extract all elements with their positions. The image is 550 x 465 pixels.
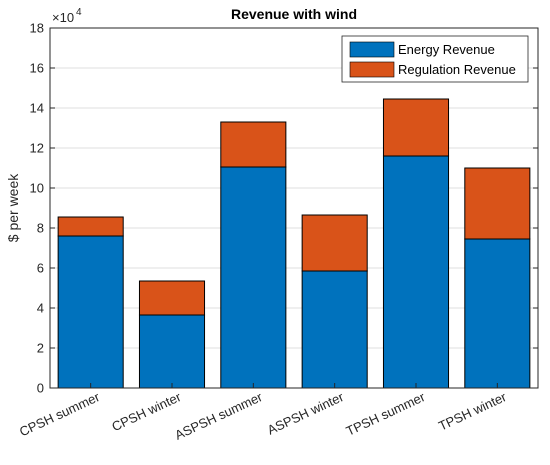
- bar-energy: [57, 235, 124, 389]
- plot-background: [50, 28, 538, 388]
- bar-regulation: [301, 214, 368, 272]
- bar-regulation: [464, 167, 531, 240]
- y-axis-exponent: ×10 4: [52, 7, 82, 25]
- bar-regulation: [57, 216, 124, 237]
- bar-energy: [220, 166, 287, 389]
- grid-lines: [50, 67, 538, 349]
- x-tick-label: TPSH summer: [344, 389, 428, 439]
- y-tick-label: 16: [30, 61, 44, 76]
- x-tick-label: ASPSH winter: [265, 389, 347, 438]
- exponent-base: ×10: [52, 10, 74, 25]
- y-tick-label: 8: [37, 221, 44, 236]
- exponent-power: 4: [76, 7, 82, 18]
- bar-regulation: [382, 98, 450, 157]
- x-tick-label: CPSH winter: [109, 389, 183, 434]
- y-tick-label: 10: [30, 181, 44, 196]
- y-tick-label: 0: [37, 381, 44, 396]
- plot-frame: [49, 27, 539, 389]
- x-tick-label: ASPSH summer: [172, 389, 265, 443]
- bar-energy: [382, 155, 450, 389]
- legend-label-energy: Energy Revenue: [398, 42, 495, 57]
- y-tick-label: 14: [30, 101, 44, 116]
- legend-swatch-regulation: [349, 61, 395, 78]
- legend-label-regulation: Regulation Revenue: [398, 62, 516, 77]
- bar-energy: [301, 270, 368, 389]
- chart-title: Revenue with wind: [231, 6, 357, 22]
- bar-energy: [138, 314, 206, 389]
- y-axis-label: $ per week: [5, 173, 21, 242]
- legend: Energy Revenue Regulation Revenue: [341, 35, 529, 83]
- bar-energy: [464, 238, 531, 389]
- legend-swatch-energy: [349, 41, 395, 58]
- y-axis: 0 2 4 6 8 10 12 14 16 18: [30, 21, 538, 396]
- y-tick-label: 12: [30, 141, 44, 156]
- bar-regulation: [138, 280, 206, 316]
- bar-regulation: [220, 121, 287, 168]
- bar-group: [57, 98, 531, 389]
- x-tick-label: CPSH summer: [17, 389, 103, 440]
- y-tick-label: 18: [30, 21, 44, 36]
- y-tick-label: 4: [37, 301, 44, 316]
- y-tick-label: 6: [37, 261, 44, 276]
- x-tick-label: TPSH winter: [436, 389, 509, 434]
- y-tick-label: 2: [37, 341, 44, 356]
